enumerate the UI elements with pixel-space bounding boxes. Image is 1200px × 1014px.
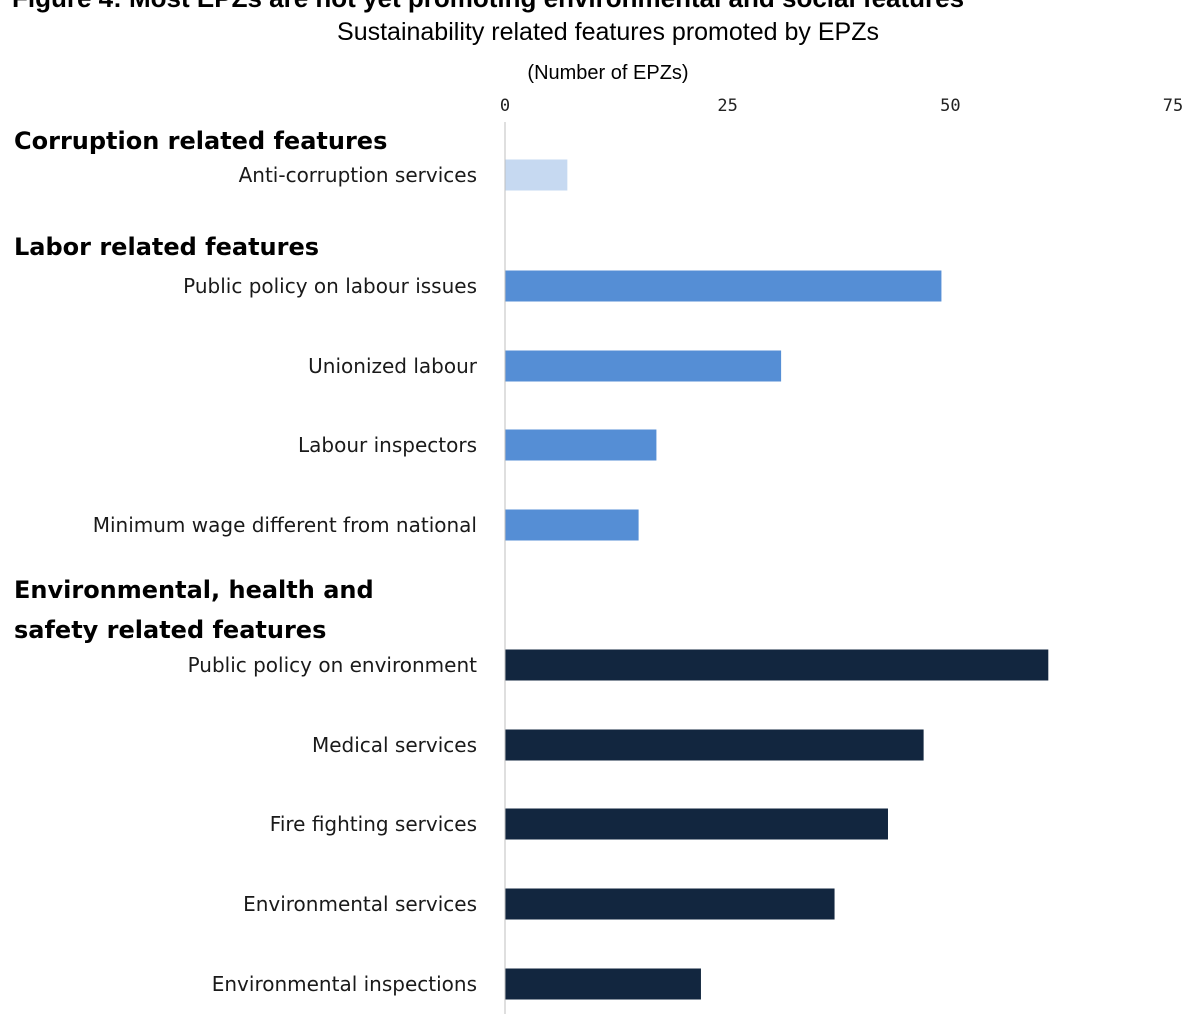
- bar: [505, 649, 1049, 681]
- chart-title: Sustainability related features promoted…: [337, 18, 879, 46]
- group-label: Corruption related features: [14, 127, 387, 155]
- category-label: Medical services: [312, 733, 477, 757]
- category-label: Environmental inspections: [212, 972, 477, 996]
- category-label: Public policy on environment: [188, 653, 478, 677]
- category-label: Anti-corruption services: [239, 163, 477, 187]
- group-labels: Corruption related features Labor related…: [14, 127, 387, 644]
- bar: [505, 729, 924, 761]
- bar: [505, 159, 568, 191]
- category-label: Environmental services: [243, 892, 477, 916]
- figure-title: Figure 4: Most EPZs are not yet promotin…: [12, 0, 964, 13]
- group-label: safety related features: [14, 616, 326, 644]
- bar: [505, 808, 888, 840]
- group-label: Labor related features: [14, 233, 319, 261]
- chart-unit-label: (Number of EPZs): [527, 62, 688, 84]
- bar: [505, 888, 835, 920]
- bar: [505, 350, 782, 382]
- group-label: Environmental, health and: [14, 576, 374, 604]
- bar: [505, 429, 657, 461]
- x-tick-label: 50: [940, 96, 960, 116]
- bars: [505, 159, 1049, 1000]
- x-tick-label: 25: [717, 96, 737, 116]
- category-label: Labour inspectors: [298, 433, 477, 457]
- category-label: Public policy on labour issues: [183, 274, 477, 298]
- bar: [505, 509, 639, 541]
- bar: [505, 968, 701, 1000]
- category-labels: Anti-corruption services Public policy on…: [93, 163, 478, 996]
- category-label: Minimum wage different from national: [93, 513, 477, 537]
- x-axis-ticks: 0 25 50 75: [500, 96, 1183, 116]
- category-label: Fire fighting services: [270, 812, 477, 836]
- category-label: Unionized labour: [308, 354, 478, 378]
- bar: [505, 270, 942, 302]
- x-tick-label: 75: [1163, 96, 1183, 116]
- x-tick-label: 0: [500, 96, 510, 116]
